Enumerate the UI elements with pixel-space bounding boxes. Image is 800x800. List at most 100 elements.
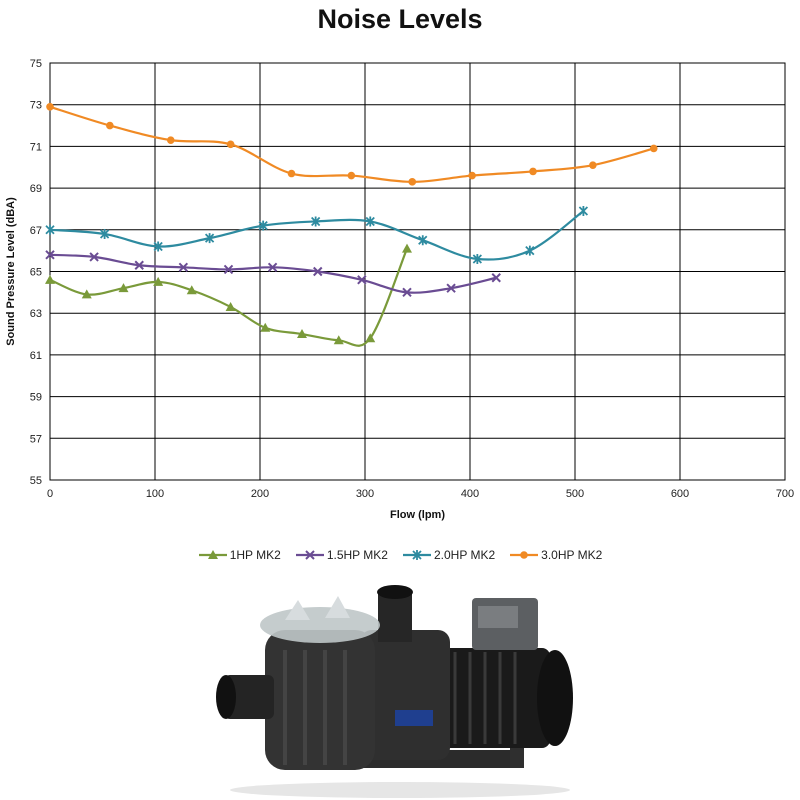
y-tick-label: 57 xyxy=(30,433,42,445)
data-point-marker xyxy=(223,264,234,275)
legend-swatch xyxy=(198,550,227,559)
motor-end-cap xyxy=(537,650,573,746)
inlet-pipe xyxy=(224,675,274,719)
chart-title: Noise Levels xyxy=(317,4,483,34)
x-tick-label: 500 xyxy=(566,488,584,500)
data-point-marker xyxy=(226,140,235,149)
x-tick-label: 0 xyxy=(47,488,53,500)
y-tick-label: 63 xyxy=(30,308,42,320)
data-point-marker xyxy=(313,266,323,277)
data-point-marker xyxy=(99,228,110,239)
data-point-marker xyxy=(297,329,307,339)
y-axis-label: Sound Pressure Level (dBA) xyxy=(5,197,17,346)
legend-label: 2.0HP MK2 xyxy=(433,548,496,562)
data-point-marker xyxy=(408,178,417,186)
noise-levels-chart: 0 100 200 300 400 500 600 700 55 57 59 61 63 65 67 69 71… xyxy=(5,58,794,521)
pump-housing xyxy=(360,630,450,760)
y-tick-label: 61 xyxy=(30,350,42,362)
x-tick-label: 700 xyxy=(776,488,794,500)
x-tick-label: 600 xyxy=(671,488,689,500)
data-point-marker xyxy=(45,250,55,260)
data-point-marker xyxy=(166,136,175,144)
x-tick-label: 300 xyxy=(356,488,374,500)
series-line xyxy=(49,105,655,183)
terminal-label xyxy=(478,606,518,628)
x-tick-label: 400 xyxy=(461,488,479,500)
data-point-marker xyxy=(186,285,197,295)
data-point-marker xyxy=(472,253,482,264)
data-point-marker xyxy=(260,322,271,332)
data-point-marker xyxy=(402,287,412,298)
data-point-marker xyxy=(446,283,456,293)
legend-label: 3.0HP MK2 xyxy=(541,548,603,562)
data-point-marker xyxy=(81,289,92,299)
data-point-marker xyxy=(178,262,189,273)
data-point-marker xyxy=(418,235,428,246)
y-tick-label: 55 xyxy=(30,475,42,487)
data-point-marker xyxy=(153,241,163,252)
data-point-marker xyxy=(402,243,412,253)
series-line xyxy=(49,253,497,294)
lid-handles xyxy=(285,596,350,620)
data-point-marker xyxy=(46,102,54,111)
data-point-marker xyxy=(311,216,321,227)
data-point-marker xyxy=(491,273,501,283)
y-tick-label: 73 xyxy=(30,100,42,112)
legend-item: 3.0HP MK2 xyxy=(509,548,602,562)
x-axis-label: Flow (lpm) xyxy=(390,509,445,521)
data-point-marker xyxy=(258,220,268,231)
data-point-marker xyxy=(89,252,99,262)
legend-swatch xyxy=(402,550,431,560)
series-line xyxy=(49,248,409,347)
x-tick-label: 200 xyxy=(251,488,269,500)
pool-pump-photo-icon xyxy=(216,585,573,798)
x-tick-label: 100 xyxy=(146,488,164,500)
legend-swatch xyxy=(510,551,539,559)
chart-legend: 1HP MK2 1.5HP MK2 2.0HP MK2 3.0HP MK2 xyxy=(0,548,800,562)
data-point-marker xyxy=(347,171,356,180)
legend-item: 1.5HP MK2 xyxy=(295,548,388,562)
data-point-marker xyxy=(525,245,535,256)
strainer-lid xyxy=(260,607,380,643)
data-point-marker xyxy=(267,262,278,273)
strainer-pot xyxy=(265,630,375,770)
data-point-marker xyxy=(365,333,376,343)
legend-item: 1HP MK2 xyxy=(198,548,281,562)
y-tick-label: 67 xyxy=(30,225,42,237)
y-tick-label: 69 xyxy=(30,183,42,195)
motor-fins xyxy=(453,652,517,744)
data-point-marker xyxy=(578,206,589,217)
legend-label: 1HP MK2 xyxy=(229,548,281,562)
series-line xyxy=(49,210,585,261)
legend-item: 2.0HP MK2 xyxy=(402,548,495,562)
data-point-marker xyxy=(365,216,375,227)
y-tick-label: 71 xyxy=(30,141,42,153)
data-point-marker xyxy=(649,144,658,153)
pump-badge xyxy=(395,710,433,726)
pump-motor xyxy=(440,648,550,748)
data-point-marker xyxy=(468,171,476,180)
y-tick-label: 59 xyxy=(30,392,42,404)
data-point-marker xyxy=(589,161,597,169)
data-point-marker xyxy=(45,274,55,284)
legend-swatch xyxy=(295,550,324,560)
data-point-marker xyxy=(106,121,114,130)
strainer-ribs xyxy=(283,650,347,765)
legend-label: 1.5HP MK2 xyxy=(326,548,388,562)
data-point-marker xyxy=(45,224,55,235)
data-point-marker xyxy=(118,283,129,293)
data-point-marker xyxy=(204,233,215,244)
inlet-opening xyxy=(216,675,236,719)
pump-shadow xyxy=(230,782,570,798)
data-point-marker xyxy=(134,260,144,270)
data-point-marker xyxy=(287,169,296,178)
data-point-marker xyxy=(225,301,236,311)
data-point-marker xyxy=(529,167,537,176)
data-point-marker xyxy=(333,335,344,345)
y-tick-label: 75 xyxy=(30,58,42,70)
y-tick-label: 65 xyxy=(30,267,42,279)
data-point-marker xyxy=(153,276,164,286)
data-point-marker xyxy=(357,275,367,285)
outlet-pipe xyxy=(378,592,412,642)
outlet-opening xyxy=(377,585,413,599)
